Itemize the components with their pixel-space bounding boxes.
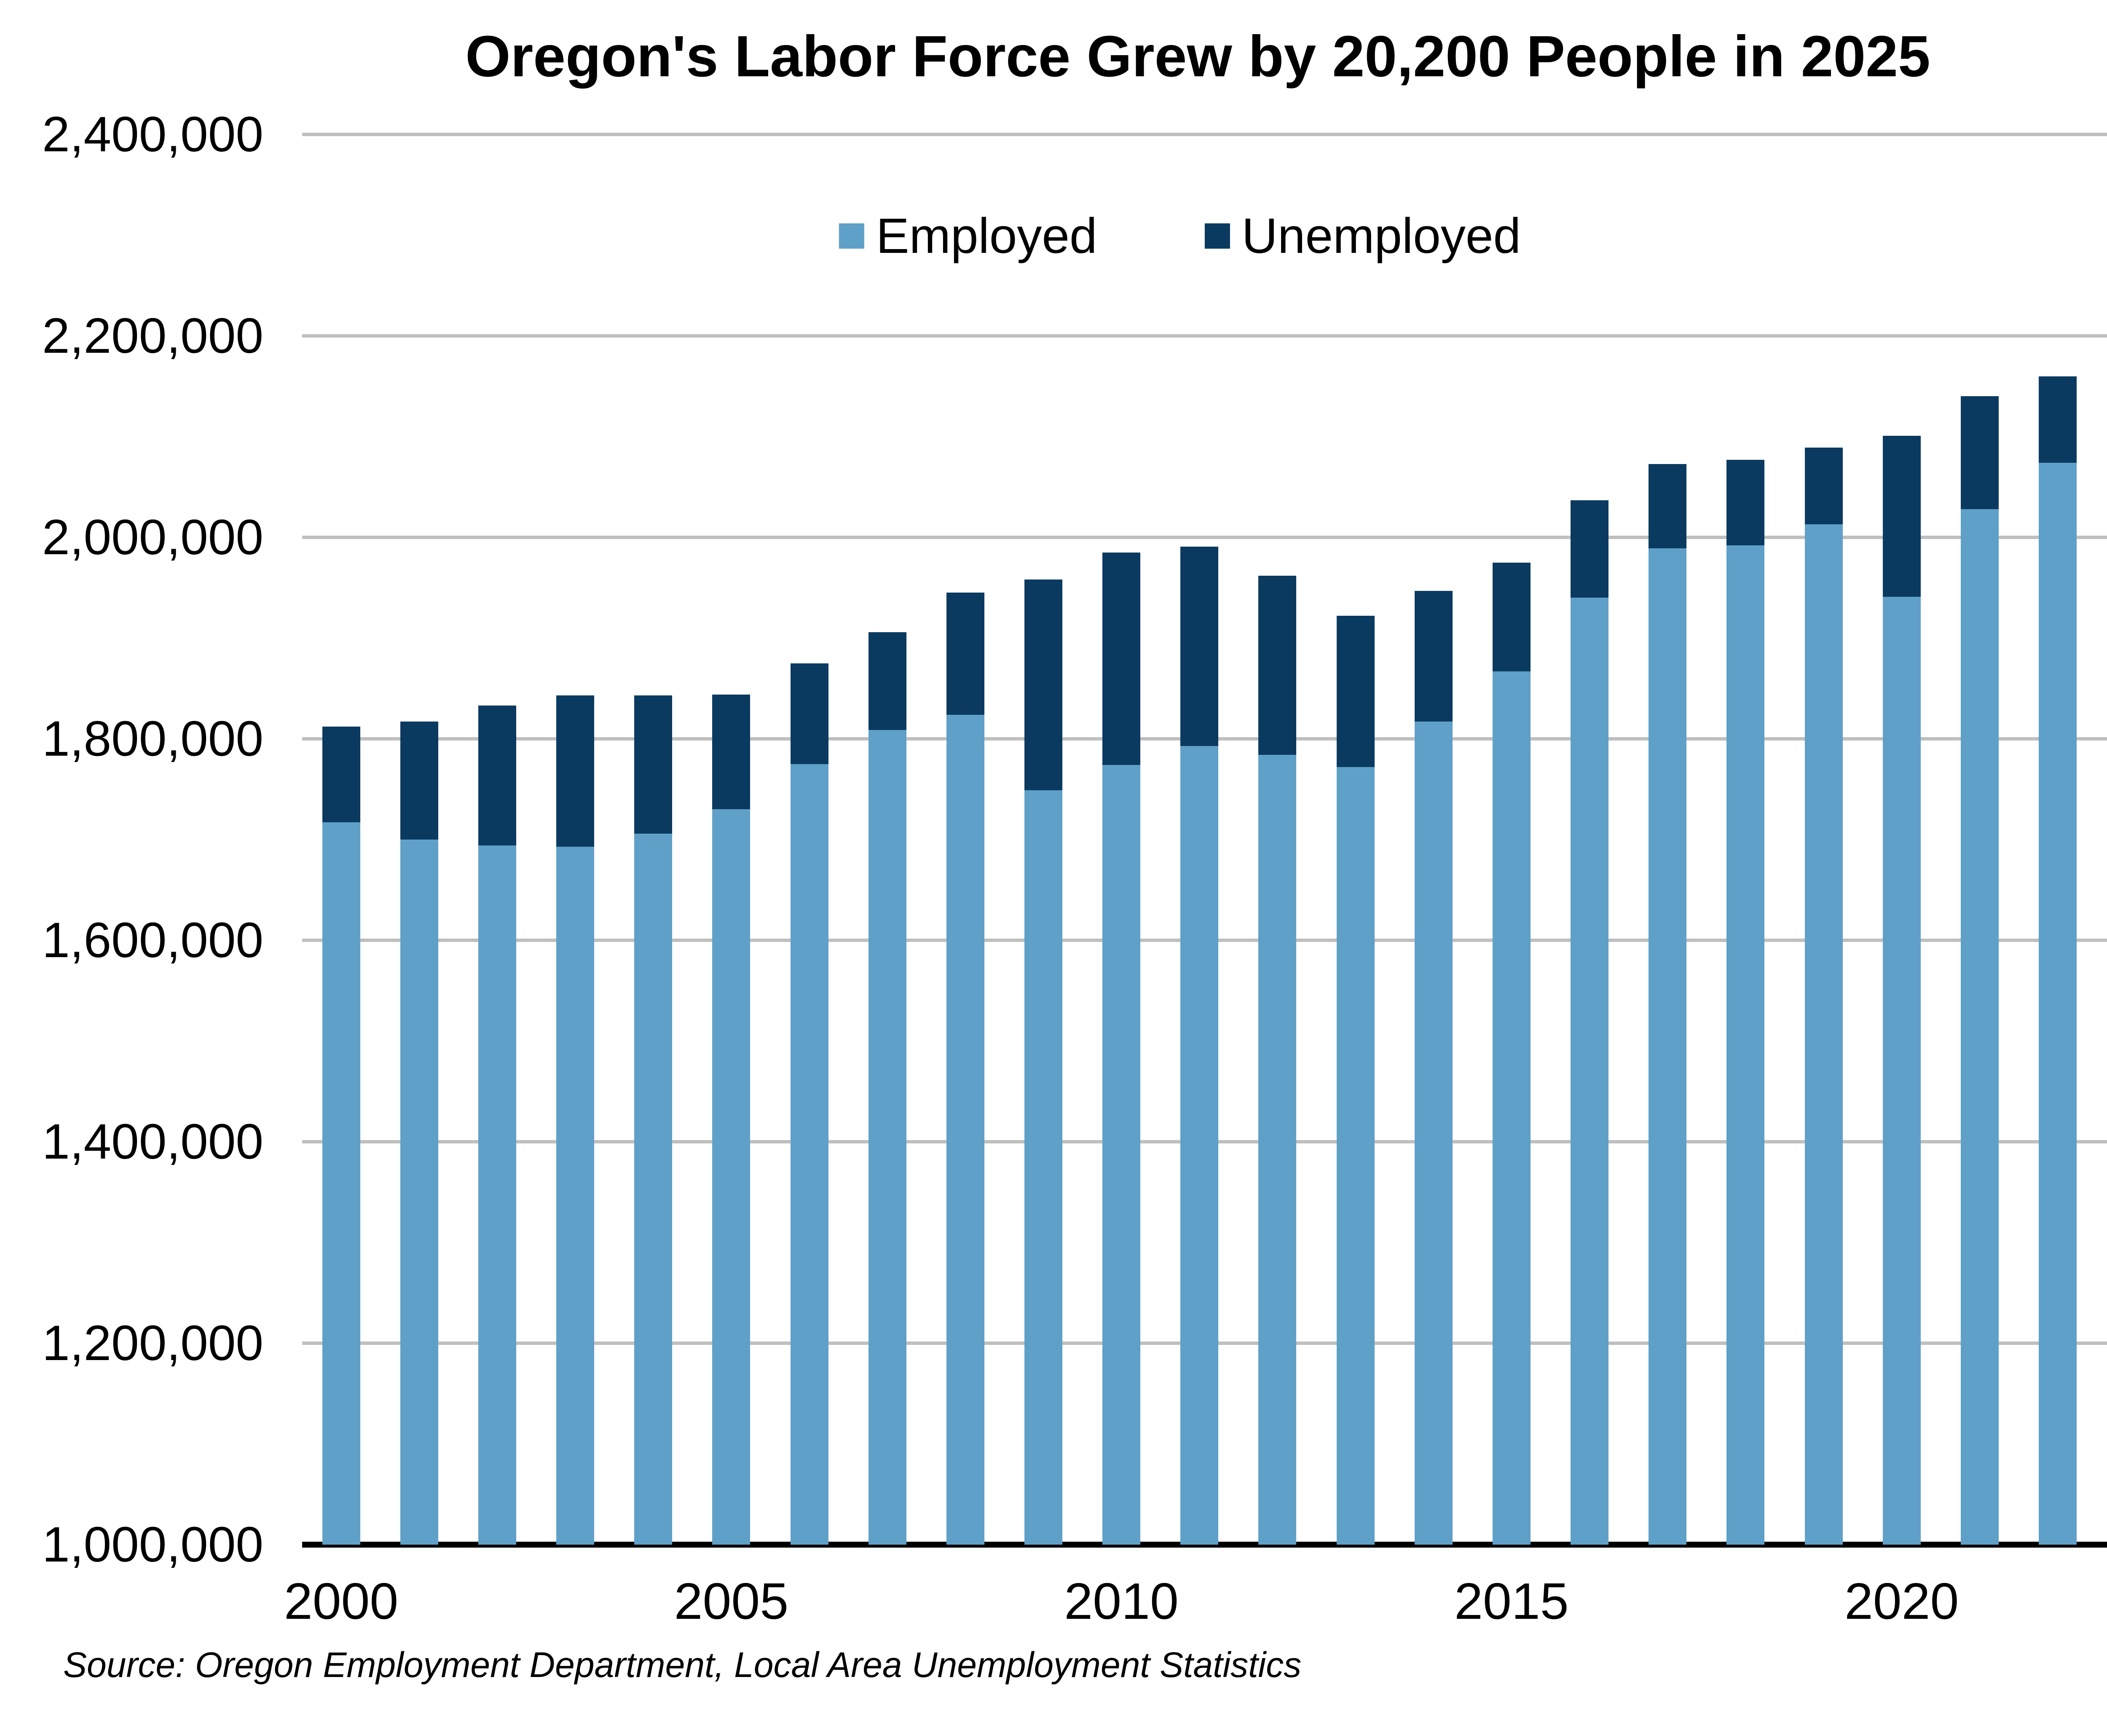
bar-2007-employed: [868, 730, 906, 1545]
x-tick-label-2000: 2000: [284, 1572, 399, 1630]
bar-2015-unemployed: [1492, 562, 1531, 671]
legend-swatch-unemployed-icon: [1204, 223, 1230, 249]
x-tick-label-2010: 2010: [1064, 1572, 1179, 1630]
bar-2000: [302, 134, 380, 1545]
bar-2010-unemployed: [1102, 552, 1141, 765]
y-tick-label-1600000: 1,600,000: [42, 912, 263, 968]
bar-2005-unemployed: [712, 694, 751, 810]
bar-2007: [848, 134, 926, 1545]
bar-2009-employed: [1024, 790, 1062, 1545]
bar-2008-employed: [946, 714, 984, 1545]
bar-2006-employed: [790, 764, 828, 1545]
chart-title: Oregon's Labor Force Grew by 20,200 Peop…: [465, 24, 1930, 89]
bar-2001-unemployed: [400, 722, 438, 840]
y-tick-label-2000000: 2,000,000: [42, 510, 263, 565]
x-tick-label-2005: 2005: [674, 1572, 789, 1630]
bar-2016: [1551, 134, 1629, 1545]
bar-2007-unemployed: [868, 632, 906, 730]
bar-2015: [1472, 134, 1550, 1545]
bar-2008-unemployed: [946, 593, 984, 715]
gridline-2000000: [302, 536, 2107, 539]
bar-2012-employed: [1258, 755, 1297, 1545]
y-tick-label-2400000: 2,400,000: [42, 107, 263, 162]
bar-2011-employed: [1180, 746, 1219, 1545]
legend-item-unemployed: Unemployed: [1204, 207, 1521, 265]
bar-2018-unemployed: [1726, 459, 1765, 546]
bar-2001-employed: [400, 840, 438, 1545]
bar-2010: [1083, 134, 1161, 1545]
bar-2018-employed: [1726, 545, 1765, 1545]
bar-2002-unemployed: [478, 706, 516, 846]
bar-2000-unemployed: [322, 727, 360, 823]
y-tick-label-2200000: 2,200,000: [42, 308, 263, 364]
bar-2013-employed: [1336, 767, 1375, 1545]
y-tick-label-1400000: 1,400,000: [42, 1114, 263, 1170]
bar-2017-employed: [1649, 548, 1687, 1545]
bar-2010-employed: [1102, 765, 1141, 1545]
bar-2017: [1629, 134, 1707, 1545]
bar-2011: [1161, 134, 1238, 1545]
bar-2004: [614, 134, 692, 1545]
bar-2020-employed: [1882, 597, 1921, 1545]
bar-2002: [458, 134, 536, 1545]
bar-2012: [1238, 134, 1316, 1545]
bar-2016-unemployed: [1571, 500, 1609, 598]
bar-2021: [1941, 134, 2019, 1545]
bar-2021-employed: [1960, 509, 1999, 1545]
bar-2022-employed: [2039, 463, 2077, 1545]
bar-2004-employed: [634, 833, 673, 1545]
x-tick-label-2015: 2015: [1454, 1572, 1569, 1630]
bar-2004-unemployed: [634, 695, 673, 834]
bar-2003-unemployed: [556, 695, 595, 847]
y-tick-label-1200000: 1,200,000: [42, 1315, 263, 1371]
bar-2009-unemployed: [1024, 580, 1062, 790]
legend-label-unemployed: Unemployed: [1241, 208, 1521, 264]
bar-2006: [770, 134, 848, 1545]
bar-2017-unemployed: [1649, 464, 1687, 549]
legend: Employed Unemployed: [839, 207, 1521, 265]
bar-2022: [2019, 134, 2096, 1545]
bar-2012-unemployed: [1258, 575, 1297, 755]
bar-2009: [1004, 134, 1082, 1545]
bar-2002-employed: [478, 845, 516, 1545]
bar-2006-unemployed: [790, 663, 828, 764]
bar-2023: [2097, 134, 2107, 1545]
gridline-2200000: [302, 334, 2107, 338]
source-note: Source: Oregon Employment Department, Lo…: [63, 1645, 1302, 1685]
bar-2022-unemployed: [2039, 376, 2077, 463]
bar-2013: [1316, 134, 1394, 1545]
bar-2000-employed: [322, 822, 360, 1545]
bar-2015-employed: [1492, 671, 1531, 1545]
bar-2018: [1707, 134, 1785, 1545]
bar-2013-unemployed: [1336, 616, 1375, 767]
legend-swatch-employed-icon: [839, 223, 864, 249]
bars-container: [302, 134, 2107, 1545]
bar-2016-employed: [1571, 598, 1609, 1545]
gridline-2400000: [302, 133, 2107, 136]
x-tick-label-2020: 2020: [1844, 1572, 1959, 1630]
y-tick-label-1000000: 1,000,000: [42, 1517, 263, 1572]
bar-2019-unemployed: [1804, 448, 1843, 524]
legend-item-employed: Employed: [839, 207, 1097, 265]
bar-2001: [380, 134, 458, 1545]
bar-2014-unemployed: [1414, 590, 1453, 722]
bar-2003: [536, 134, 614, 1545]
bar-2021-unemployed: [1960, 396, 1999, 510]
bar-2014-employed: [1414, 722, 1453, 1545]
bar-2008: [926, 134, 1004, 1545]
bar-2020-unemployed: [1882, 435, 1921, 597]
bar-2019: [1785, 134, 1863, 1545]
bar-2005: [692, 134, 770, 1545]
bar-2005-employed: [712, 809, 751, 1545]
bar-2003-employed: [556, 846, 595, 1545]
bar-2014: [1394, 134, 1472, 1545]
bar-2011-unemployed: [1180, 546, 1219, 746]
bar-2020: [1863, 134, 1941, 1545]
legend-label-employed: Employed: [876, 208, 1097, 264]
bar-2019-employed: [1804, 524, 1843, 1545]
y-tick-label-1800000: 1,800,000: [42, 711, 263, 767]
